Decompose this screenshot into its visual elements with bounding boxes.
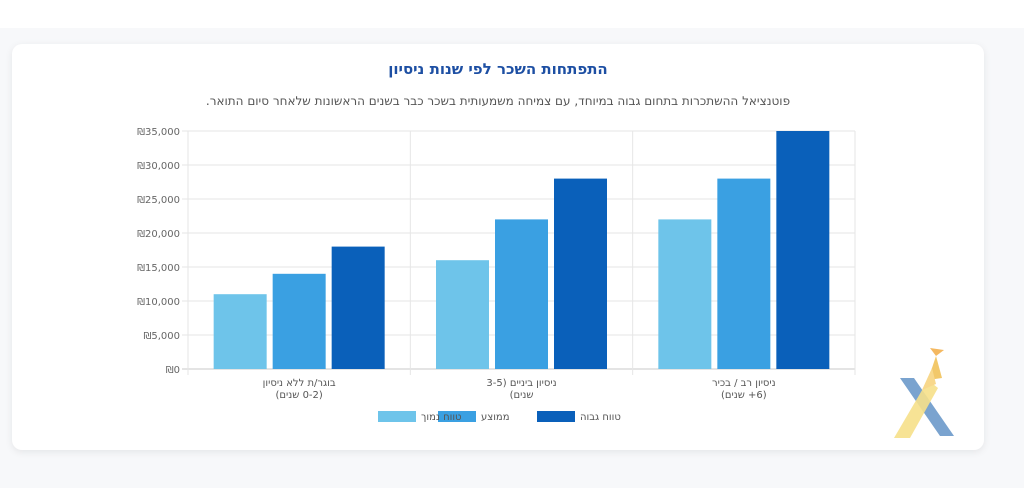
x-tick-label: (0-2 שנים) xyxy=(276,390,323,401)
y-tick-label: ₪0 xyxy=(166,365,180,376)
y-tick-label: ₪30,000 xyxy=(137,161,180,172)
x-tick-label: ניסיון ביניים (3-5 xyxy=(486,378,556,389)
bar xyxy=(213,294,267,369)
bar xyxy=(776,131,830,369)
legend-label: טווח גבוה xyxy=(580,412,621,423)
x-tick-label: ניסיון רב / בכיר xyxy=(712,378,776,389)
y-tick-label: ₪25,000 xyxy=(137,195,180,206)
x-tick-label: בוגר/ת ללא ניסיון xyxy=(263,378,336,389)
x-tick-label: שנים) xyxy=(510,390,534,401)
bar xyxy=(272,273,326,369)
bar xyxy=(331,246,385,369)
y-tick-label: ₪5,000 xyxy=(144,331,180,342)
chart-title: התפתחות השכר לפי שנות ניסיון xyxy=(388,60,608,78)
bar xyxy=(554,178,607,369)
legend-swatch xyxy=(537,411,575,422)
chart-subtitle: פוטנציאל ההשתכרות בתחום גבוה במיוחד, עם … xyxy=(205,94,791,108)
bar xyxy=(717,178,771,369)
y-tick-label: ₪35,000 xyxy=(137,127,180,138)
y-tick-label: ₪20,000 xyxy=(137,229,180,240)
bar xyxy=(495,219,548,369)
bar xyxy=(436,260,489,369)
legend-label: ממוצע xyxy=(481,412,510,423)
x-tick-label: (6+ שנים) xyxy=(721,390,767,401)
bar xyxy=(658,219,712,369)
top-bar xyxy=(0,0,1024,28)
legend-label: טווח נמוך xyxy=(421,412,462,423)
legend-swatch xyxy=(378,411,416,422)
legend-swatch xyxy=(438,411,476,422)
y-tick-label: ₪15,000 xyxy=(137,263,180,274)
logo-icon xyxy=(894,348,954,438)
y-tick-label: ₪10,000 xyxy=(137,297,180,308)
